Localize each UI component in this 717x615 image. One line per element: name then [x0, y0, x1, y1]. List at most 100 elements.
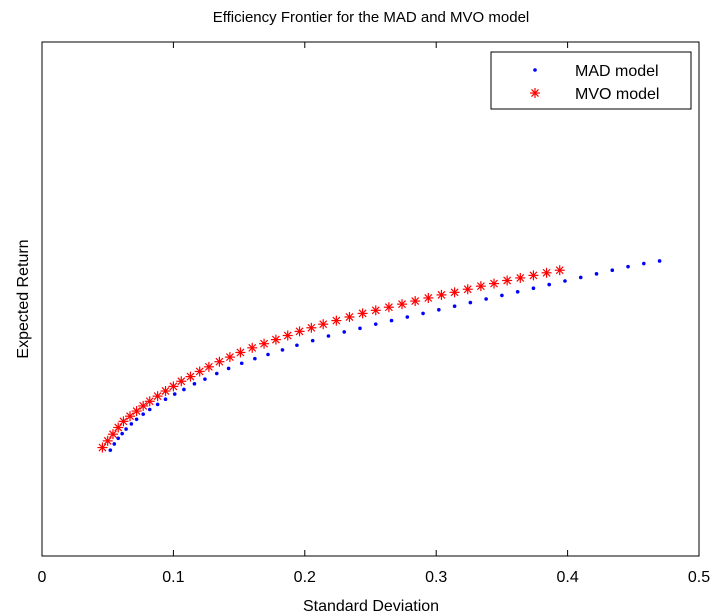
- mad-data-point: [452, 304, 457, 308]
- mvo-data-point: [554, 265, 565, 276]
- mvo-data-point: [131, 406, 142, 417]
- mvo-data-point: [541, 267, 552, 278]
- mad-data-point: [484, 297, 488, 301]
- mad-data-point: [373, 322, 378, 326]
- legend: MAD model MVO model: [490, 51, 692, 110]
- mad-data-point: [342, 330, 347, 334]
- mad-data-point: [657, 259, 662, 263]
- y-axis-label: Expected Return: [15, 239, 32, 358]
- mvo-data-point: [194, 366, 205, 377]
- mvo-data-point: [475, 281, 486, 292]
- mvo-data-point: [423, 292, 434, 303]
- mad-data-point: [203, 377, 207, 381]
- mvo-data-point: [528, 270, 539, 281]
- plot-area-frame: [41, 41, 700, 557]
- series-mvo: [97, 265, 565, 453]
- mvo-data-point: [436, 289, 447, 300]
- mad-data-point: [326, 334, 331, 338]
- mad-data-point: [129, 422, 134, 426]
- mvo-data-point: [203, 361, 214, 372]
- mvo-data-point: [152, 391, 163, 402]
- mvo-data-point: [270, 334, 281, 345]
- mad-data-point: [437, 307, 441, 312]
- mvo-data-point: [357, 308, 368, 319]
- mvo-data-point: [282, 330, 293, 341]
- mad-data-point: [280, 348, 285, 352]
- mad-data-point: [182, 387, 186, 392]
- mvo-data-point: [370, 305, 381, 316]
- mad-data-point: [155, 402, 160, 407]
- mvo-data-point: [489, 278, 500, 289]
- mvo-data-point: [410, 296, 421, 307]
- mvo-data-point: [113, 422, 124, 433]
- mvo-data-point: [102, 435, 113, 446]
- mvo-data-point: [462, 284, 473, 295]
- legend-mad-marker: [533, 68, 537, 72]
- mad-data-point: [531, 286, 536, 291]
- mvo-data-point: [397, 299, 408, 310]
- mvo-data-point: [118, 416, 129, 427]
- mvo-data-point: [306, 322, 317, 333]
- mad-data-point: [295, 343, 299, 348]
- mvo-data-point: [214, 356, 225, 367]
- x-tick-label: 0: [38, 569, 47, 586]
- mad-data-point: [389, 318, 394, 323]
- mad-data-point: [405, 315, 410, 319]
- x-axis-ticks: 0 0.1 0.2 0.3 0.4 0.5: [38, 42, 710, 586]
- x-axis-label: Standard Deviation: [303, 598, 439, 615]
- mad-data-point: [124, 427, 128, 431]
- series-layer: [97, 259, 662, 453]
- mad-data-point: [421, 311, 425, 316]
- mvo-data-point: [259, 338, 270, 349]
- mad-data-point: [642, 261, 646, 266]
- x-tick-label: 0.4: [556, 569, 578, 586]
- legend-label: MVO model: [575, 86, 659, 103]
- legend-label: MAD model: [575, 63, 659, 80]
- mad-data-point: [172, 392, 177, 396]
- mad-data-point: [108, 448, 113, 452]
- mad-data-point: [594, 272, 599, 276]
- mad-data-point: [239, 361, 244, 366]
- mvo-data-point: [160, 386, 171, 397]
- mvo-data-point: [294, 326, 305, 337]
- mvo-data-point: [138, 400, 149, 411]
- mad-data-point: [253, 356, 257, 361]
- mvo-data-point: [449, 287, 460, 298]
- mad-data-point: [468, 300, 473, 305]
- mad-data-point: [134, 417, 139, 422]
- mvo-data-point: [107, 429, 118, 440]
- x-tick-label: 0.2: [294, 569, 316, 586]
- mvo-data-point: [176, 376, 187, 387]
- mvo-data-point: [235, 347, 246, 358]
- mvo-data-point: [344, 311, 355, 322]
- mad-data-point: [163, 397, 168, 402]
- mad-data-point: [500, 293, 504, 298]
- mad-data-point: [120, 431, 124, 436]
- mad-data-point: [116, 436, 121, 441]
- mvo-data-point: [125, 411, 136, 422]
- mvo-data-point: [502, 275, 513, 286]
- mvo-data-point: [331, 315, 342, 326]
- mvo-data-point: [185, 371, 196, 382]
- legend-box: [490, 51, 692, 110]
- legend-mvo-marker: [530, 88, 540, 98]
- x-tick-label: 0.3: [425, 569, 447, 586]
- mad-data-point: [547, 282, 552, 287]
- mad-data-point: [626, 264, 630, 269]
- mad-data-point: [266, 352, 270, 357]
- mvo-data-point: [97, 442, 108, 453]
- mad-data-point: [578, 275, 583, 280]
- series-mad: [108, 259, 662, 452]
- mad-data-point: [192, 382, 197, 386]
- mad-data-point: [515, 290, 520, 294]
- chart-title: Efficiency Frontier for the MAD and MVO …: [213, 9, 530, 26]
- mad-data-point: [214, 371, 219, 376]
- mad-data-point: [147, 407, 152, 412]
- mvo-data-point: [383, 302, 394, 313]
- mvo-data-point: [168, 381, 179, 392]
- x-tick-label: 0.5: [688, 569, 710, 586]
- mad-data-point: [226, 366, 231, 371]
- mad-data-point: [610, 268, 615, 273]
- mad-data-point: [563, 279, 567, 283]
